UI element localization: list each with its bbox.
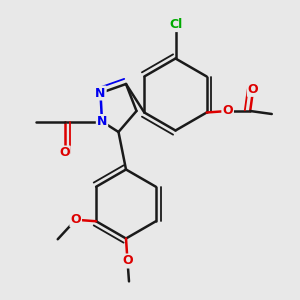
Text: O: O xyxy=(59,146,70,160)
Text: O: O xyxy=(222,104,233,118)
Text: O: O xyxy=(70,213,81,226)
Text: Cl: Cl xyxy=(169,18,182,31)
Text: O: O xyxy=(248,83,259,96)
Text: N: N xyxy=(97,115,107,128)
Text: O: O xyxy=(122,254,133,268)
Text: N: N xyxy=(95,86,106,100)
